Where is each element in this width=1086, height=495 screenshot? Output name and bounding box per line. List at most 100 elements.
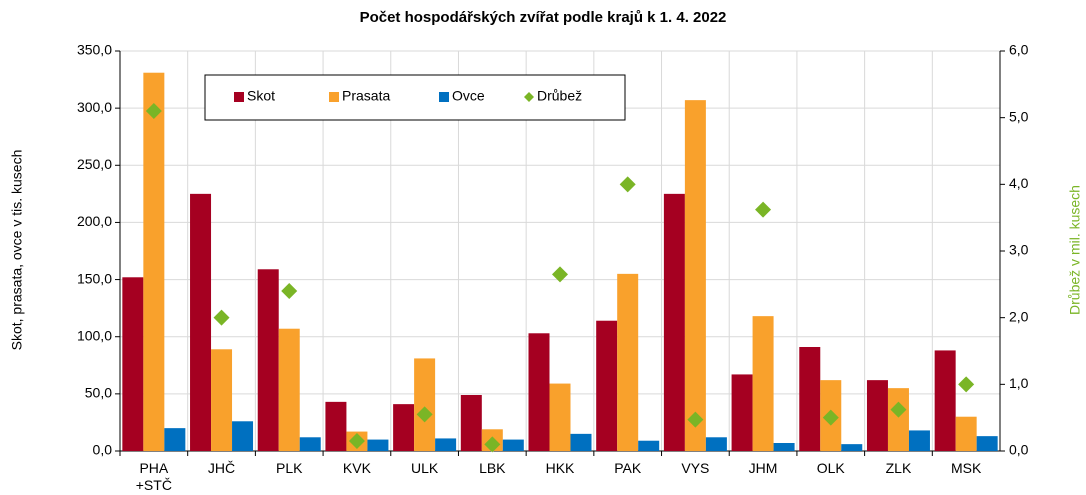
x-tick-label-line: PHA — [139, 460, 168, 476]
bar — [143, 72, 165, 451]
x-tick-label: PHA +STČ — [136, 460, 172, 493]
x-tick-label-line: VYS — [681, 460, 709, 476]
x-tick-label: MSK — [951, 460, 982, 476]
y-tick-label: 300,0 — [77, 99, 112, 115]
bar — [164, 428, 186, 451]
x-tick-label-line: PAK — [614, 460, 642, 476]
bar — [596, 320, 618, 451]
diamond-marker — [281, 283, 298, 299]
legend-label: Skot — [247, 88, 275, 104]
diamond-marker — [687, 411, 704, 428]
x-tick-label: KVK — [343, 460, 372, 476]
diamond-marker — [145, 103, 162, 119]
y2-tick-label: 3,0 — [1009, 242, 1029, 258]
x-tick-label: PLK — [276, 460, 303, 476]
x-tick-label: OLK — [817, 460, 846, 476]
y-tick-label: 350,0 — [77, 42, 112, 58]
diamond-marker — [484, 436, 501, 453]
y2-tick-label: 1,0 — [1009, 375, 1029, 391]
bar — [638, 440, 660, 451]
bar — [976, 436, 998, 451]
bar — [731, 374, 753, 451]
x-tick-label: JHČ — [208, 460, 235, 476]
bar — [367, 439, 389, 451]
legend-label: Prasata — [342, 88, 390, 104]
diamond-marker — [552, 266, 568, 283]
x-tick-label-line: ULK — [411, 460, 439, 476]
y-tick-label: 50,0 — [85, 385, 112, 401]
x-tick-label: VYS — [681, 460, 709, 476]
x-tick-label: LBK — [479, 460, 506, 476]
x-tick-label-line: KVK — [343, 460, 372, 476]
diamond-marker — [213, 309, 230, 326]
bar — [232, 421, 254, 451]
legend-label: Ovce — [452, 88, 485, 104]
diamond-marker — [619, 176, 636, 193]
x-tick-label-line: JHM — [749, 460, 778, 476]
x-tick-label-line: PLK — [276, 460, 303, 476]
diamond-marker — [416, 406, 433, 423]
legend-swatch — [329, 92, 339, 102]
legend-box — [204, 74, 626, 121]
diamond-marker — [890, 401, 907, 418]
x-tick-label-line: HKK — [546, 460, 575, 476]
y2-tick-label: 4,0 — [1009, 175, 1029, 191]
bar — [414, 358, 436, 451]
bar — [393, 404, 415, 451]
y2-tick-label: 0,0 — [1009, 442, 1029, 458]
bar — [617, 273, 639, 451]
bar — [257, 269, 279, 451]
y2-tick-label: 2,0 — [1009, 308, 1029, 324]
bar — [752, 316, 774, 451]
bar — [528, 333, 550, 451]
bar — [841, 444, 863, 451]
bar — [460, 395, 482, 451]
bar — [955, 416, 977, 451]
y-tick-label: 0,0 — [93, 442, 113, 458]
bar — [934, 350, 956, 451]
diamond-marker — [822, 409, 839, 426]
bar — [663, 193, 685, 451]
x-tick-label: JHM — [749, 460, 778, 476]
bar — [570, 433, 592, 451]
bar — [799, 347, 821, 451]
legend-swatch — [234, 92, 244, 102]
x-tick-label: ZLK — [886, 460, 912, 476]
diamond-marker — [958, 376, 975, 393]
bar — [684, 100, 706, 452]
x-tick-label: HKK — [546, 460, 575, 476]
bar — [278, 328, 300, 451]
bar — [211, 349, 233, 451]
bar — [705, 437, 727, 451]
x-tick-label: PAK — [614, 460, 642, 476]
bar — [887, 388, 909, 451]
x-tick-label: ULK — [411, 460, 439, 476]
bar — [122, 277, 144, 451]
bar — [190, 193, 212, 451]
y2-axis-title: Drůbež v mil. kusech — [1067, 185, 1083, 315]
diamond-marker — [755, 201, 772, 218]
diamond-marker — [348, 433, 365, 449]
legend-swatch — [524, 92, 534, 102]
legend-swatch — [439, 92, 449, 102]
bar — [908, 430, 930, 451]
bar — [549, 383, 571, 451]
y2-tick-label: 5,0 — [1009, 108, 1029, 124]
bar — [773, 443, 795, 451]
y-tick-label: 150,0 — [77, 270, 112, 286]
x-tick-label-line: +STČ — [136, 477, 172, 493]
bar — [866, 380, 888, 451]
y-axis-title: Skot, prasata, ovce v tis. kusech — [9, 150, 25, 351]
chart-title: Počet hospodářských zvířat podle krajů k… — [360, 9, 727, 26]
legend-label: Drůbež — [537, 88, 582, 104]
x-tick-label-line: ZLK — [886, 460, 912, 476]
x-tick-label-line: MSK — [951, 460, 982, 476]
bar — [435, 438, 457, 451]
bar — [325, 401, 347, 451]
x-tick-label-line: OLK — [817, 460, 846, 476]
y-tick-label: 250,0 — [77, 156, 112, 172]
y-tick-label: 200,0 — [77, 213, 112, 229]
y2-tick-label: 6,0 — [1009, 42, 1029, 58]
x-tick-label-line: LBK — [479, 460, 506, 476]
